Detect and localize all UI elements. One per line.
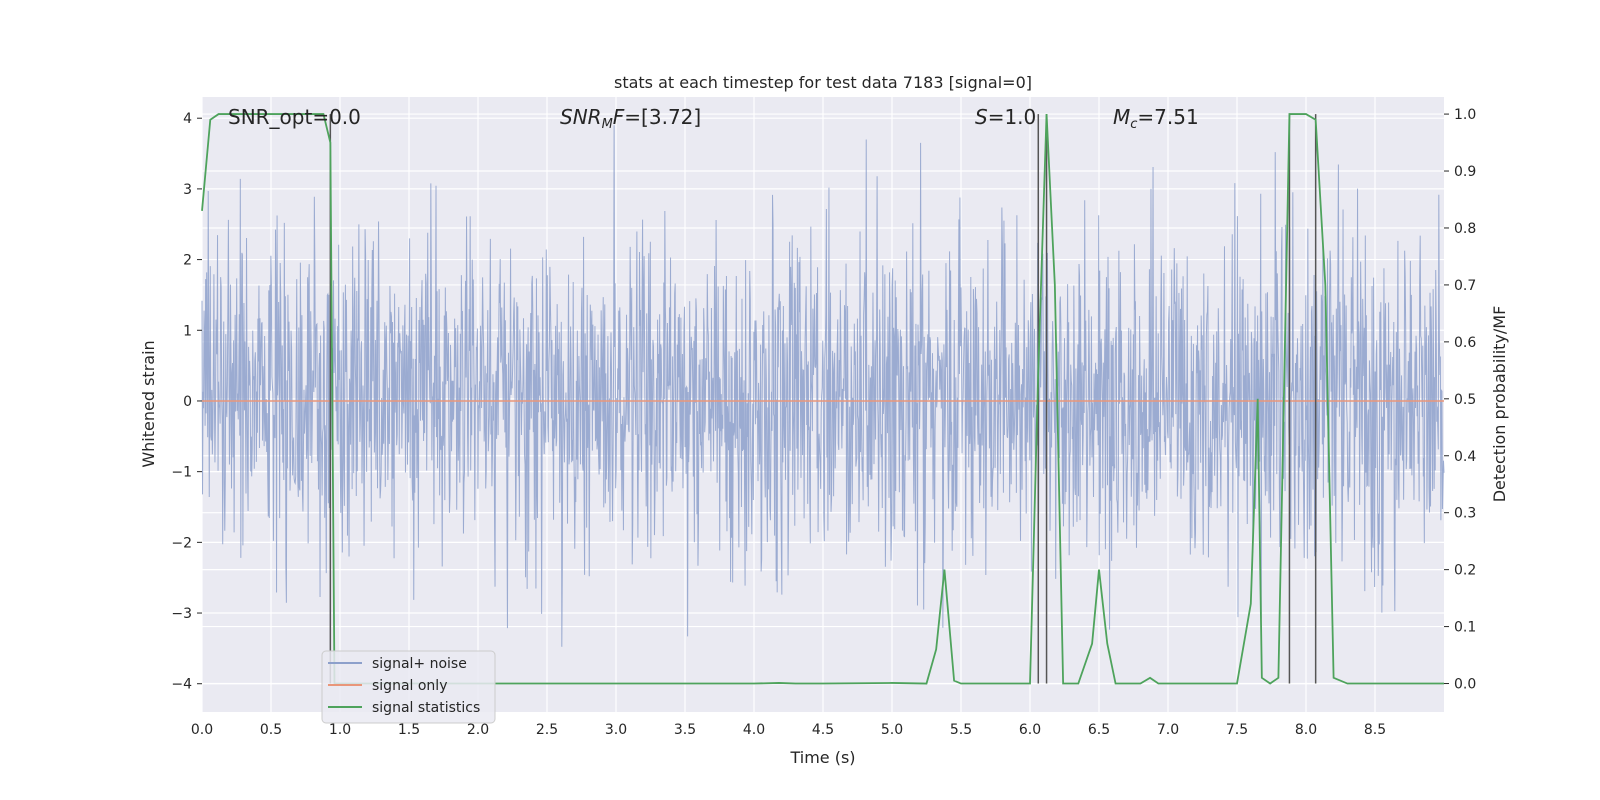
chart-title: stats at each timestep for test data 718… xyxy=(614,73,1032,92)
signal-statistics-series xyxy=(201,113,1444,685)
x-tick-label: 3.5 xyxy=(674,722,696,738)
signal-statistics-line xyxy=(201,113,1444,685)
x-tick-label: 1.0 xyxy=(329,722,351,738)
y-axis-label-right: Detection probability/MF xyxy=(1490,306,1509,503)
x-tick-label: 8.0 xyxy=(1295,722,1317,738)
y-right-tick-label: 0.4 xyxy=(1454,449,1476,465)
y-left-tick-label: 3 xyxy=(183,182,192,198)
legend-label-signal-only: signal only xyxy=(372,678,447,694)
y-right-tick-label: 0.7 xyxy=(1454,278,1476,294)
y-left-tick-label: −3 xyxy=(171,606,192,622)
y-left-tick-label: 4 xyxy=(183,111,192,127)
y-axis-label-left: Whitened strain xyxy=(139,340,158,467)
x-axis-label: Time (s) xyxy=(789,748,855,767)
legend-label-signal-noise: signal+ noise xyxy=(372,656,467,672)
x-ticks: 0.0 0.5 1.0 1.5 2.0 2.5 3.0 3.5 4.0 4.5 5.0 5.5 6.0 6… xyxy=(191,722,1386,738)
y-left-tick-label: −1 xyxy=(171,465,192,481)
y-right-tick-label: 0.3 xyxy=(1454,506,1476,522)
y-left-ticks: 4 3 2 1 0 −1 −2 −3 −4 xyxy=(171,111,202,693)
x-tick-label: 4.5 xyxy=(812,722,834,738)
y-left-tick-label: 2 xyxy=(183,253,192,269)
signal-noise-series xyxy=(201,125,1445,647)
x-tick-label: 0.0 xyxy=(191,722,213,738)
annotation-snr-mf: SNRMF=[3.72] xyxy=(560,105,701,132)
x-tick-label: 6.5 xyxy=(1088,722,1110,738)
y-left-tick-label: −2 xyxy=(171,535,192,551)
y-right-tick-label: 0.2 xyxy=(1454,563,1476,579)
x-tick-label: 3.0 xyxy=(605,722,627,738)
x-tick-label: 7.0 xyxy=(1157,722,1179,738)
y-right-tick-label: 0.6 xyxy=(1454,335,1476,351)
x-tick-label: 5.0 xyxy=(881,722,903,738)
x-tick-label: 0.5 xyxy=(260,722,282,738)
y-right-ticks: 1.0 0.9 0.8 0.7 0.6 0.5 0.4 0.3 0.2 0.1 0.0 xyxy=(1444,107,1476,693)
annotation-snr-opt: SNR_opt=0.0 xyxy=(228,105,361,129)
x-tick-label: 7.5 xyxy=(1226,722,1248,738)
x-tick-label: 2.5 xyxy=(536,722,558,738)
y-right-tick-label: 1.0 xyxy=(1454,107,1476,123)
y-right-tick-label: 0.0 xyxy=(1454,677,1476,693)
y-right-tick-label: 0.9 xyxy=(1454,164,1476,180)
x-tick-label: 2.0 xyxy=(467,722,489,738)
annotation-s: S=1.0 xyxy=(975,105,1036,129)
y-left-tick-label: −4 xyxy=(171,677,192,693)
y-right-tick-label: 0.5 xyxy=(1454,392,1476,408)
signal-noise-line xyxy=(201,125,1445,647)
y-left-tick-label: 0 xyxy=(183,394,192,410)
x-tick-label: 6.0 xyxy=(1019,722,1041,738)
y-left-tick-label: 1 xyxy=(183,323,192,339)
legend-label-signal-statistics: signal statistics xyxy=(372,700,480,716)
legend: signal+ noise signal only signal statist… xyxy=(321,650,496,724)
x-tick-label: 4.0 xyxy=(743,722,765,738)
x-tick-label: 1.5 xyxy=(398,722,420,738)
x-tick-label: 5.5 xyxy=(950,722,972,738)
legend-box xyxy=(321,650,496,724)
y-right-tick-label: 0.1 xyxy=(1454,620,1476,636)
x-tick-label: 8.5 xyxy=(1364,722,1386,738)
y-right-tick-label: 0.8 xyxy=(1454,221,1476,237)
annotation-mc: Mc=7.51 xyxy=(1113,105,1199,132)
